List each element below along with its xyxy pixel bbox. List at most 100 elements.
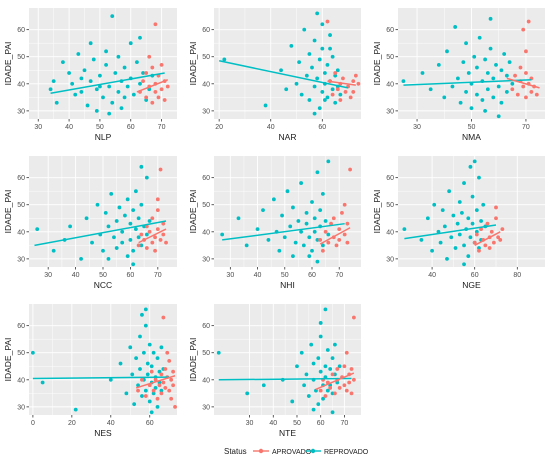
panel-background (214, 8, 361, 119)
y-tick-label: 40 (386, 229, 394, 236)
data-point-aprovado (529, 90, 534, 94)
data-point-reprovado (328, 46, 332, 51)
data-point-aprovado (524, 95, 528, 100)
data-point-aprovado (164, 240, 168, 245)
data-point-aprovado (489, 229, 494, 234)
data-point-reprovado (123, 213, 127, 218)
data-point-reprovado (144, 175, 149, 180)
data-point-reprovado (159, 388, 164, 393)
data-point-reprovado (420, 71, 425, 75)
data-point-reprovado (316, 402, 321, 407)
data-point-aprovado (349, 367, 354, 371)
data-point-reprovado (236, 216, 241, 221)
data-point-reprovado (95, 202, 100, 207)
fit-line-aprovado (506, 77, 540, 89)
data-point-reprovado (318, 334, 323, 339)
data-point-aprovado (158, 238, 163, 242)
data-point-reprovado (271, 197, 276, 202)
fit-line-reprovado (34, 220, 167, 247)
y-tick-label: 50 (202, 350, 210, 357)
data-point-reprovado (88, 41, 93, 46)
data-point-reprovado (474, 229, 479, 234)
data-point-reprovado (320, 22, 325, 27)
data-point-reprovado (94, 108, 99, 113)
x-axis-title: NGE (462, 280, 481, 290)
data-point-reprovado (107, 111, 112, 116)
data-point-reprovado (317, 57, 322, 62)
data-point-reprovado (138, 35, 142, 40)
data-point-aprovado (155, 208, 160, 213)
data-point-reprovado (462, 181, 466, 185)
data-point-aprovado (474, 232, 479, 237)
data-point-reprovado (244, 243, 249, 248)
data-point-reprovado (297, 60, 302, 65)
legend-title: Status (224, 447, 247, 456)
data-point-reprovado (330, 54, 335, 59)
data-point-reprovado (302, 27, 307, 32)
x-tick-label: 60 (127, 124, 135, 131)
data-point-reprovado (502, 52, 507, 56)
x-axis-title: NTE (279, 428, 296, 438)
y-axis-title: IDADE_PAI (188, 42, 198, 86)
data-point-aprovado (331, 216, 336, 221)
data-point-reprovado (483, 57, 488, 62)
x-tick-label: 50 (99, 272, 107, 279)
x-axis-title: NHI (280, 280, 295, 290)
y-tick-label: 50 (202, 202, 210, 209)
data-point-reprovado (306, 394, 311, 398)
data-point-reprovado (302, 383, 306, 388)
data-point-aprovado (524, 71, 528, 75)
fit-line-reprovado (219, 60, 349, 89)
data-point-reprovado (289, 44, 294, 48)
y-tick-label: 40 (202, 81, 210, 88)
data-point-reprovado (312, 111, 317, 116)
x-tick-label: 70 (341, 420, 349, 427)
y-tick-label: 40 (202, 377, 210, 384)
data-point-aprovado (515, 92, 520, 97)
data-point-aprovado (342, 383, 347, 388)
x-tick-label: 0 (31, 420, 35, 427)
data-point-reprovado (134, 356, 139, 361)
data-point-aprovado (333, 391, 337, 396)
data-point-reprovado (326, 232, 331, 237)
panel-nlp: 30 40 50 60 70 30 40 50 60 NLP IDADE_PAI (3, 8, 177, 142)
data-point-aprovado (150, 240, 155, 245)
data-point-reprovado (453, 25, 458, 29)
data-point-reprovado (140, 394, 144, 398)
data-point-reprovado (261, 383, 266, 388)
data-point-reprovado (114, 246, 119, 250)
data-point-reprovado (462, 243, 466, 248)
data-point-reprovado (438, 240, 443, 245)
data-point-reprovado (425, 216, 430, 221)
data-point-reprovado (133, 227, 138, 232)
data-point-reprovado (485, 87, 490, 92)
data-point-reprovado (131, 262, 136, 267)
data-point-reprovado (304, 210, 309, 215)
data-point-reprovado (323, 219, 328, 223)
data-point-aprovado (318, 238, 323, 242)
data-point-aprovado (513, 73, 517, 78)
panel-ncc: 30 40 50 60 70 30 40 50 60 NCC IDADE_PAI (3, 156, 177, 290)
data-point-reprovado (304, 73, 309, 78)
fit-line-reprovado (218, 377, 352, 381)
data-point-reprovado (309, 342, 314, 347)
data-point-reprovado (153, 386, 158, 390)
data-point-aprovado (165, 350, 170, 355)
x-tick-label: 60 (146, 420, 154, 427)
data-point-reprovado (116, 54, 121, 59)
data-point-aprovado (494, 216, 498, 221)
data-point-reprovado (128, 41, 133, 46)
y-tick-label: 30 (202, 108, 210, 115)
y-axis-title: IDADE_PAI (372, 190, 382, 234)
y-tick-label: 60 (17, 27, 25, 34)
data-point-aprovado (479, 227, 483, 232)
data-point-reprovado (338, 92, 343, 97)
fit-line-aprovado (474, 231, 501, 247)
data-point-aprovado (330, 92, 335, 97)
data-point-aprovado (334, 243, 339, 248)
y-tick-label: 30 (202, 404, 210, 411)
data-point-aprovado (351, 315, 356, 320)
data-point-reprovado (143, 323, 148, 328)
data-point-reprovado (73, 407, 78, 412)
